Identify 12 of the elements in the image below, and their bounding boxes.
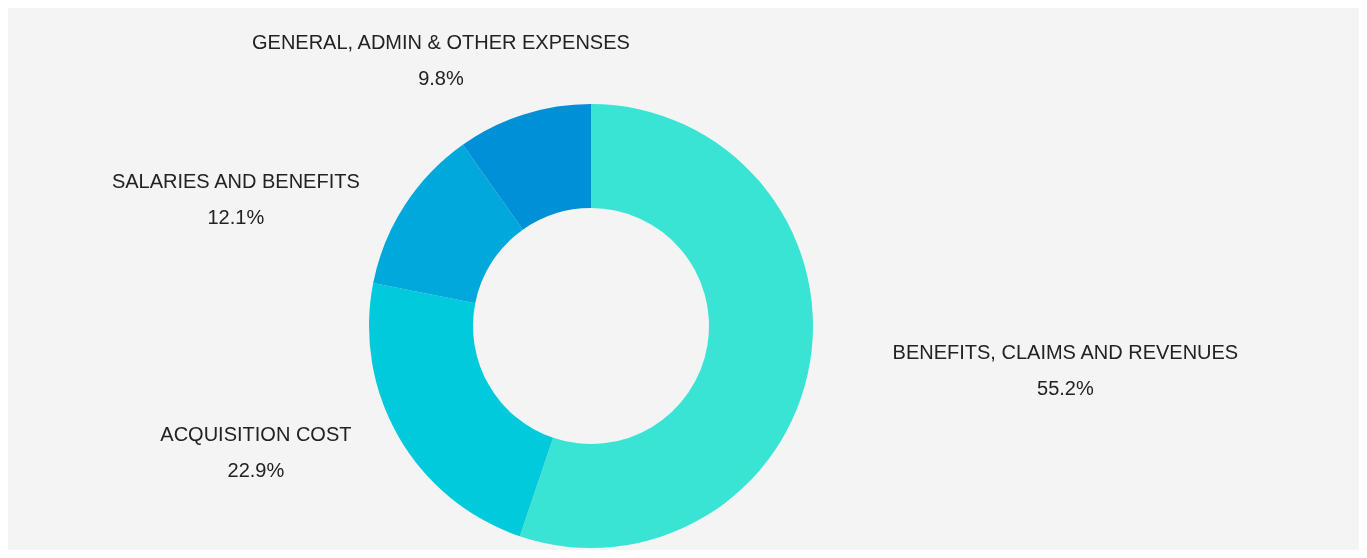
data-label: 55.2% bbox=[1037, 377, 1094, 400]
data-label: 9.8% bbox=[418, 67, 464, 90]
donut-slice bbox=[369, 283, 554, 537]
donut-slice bbox=[373, 144, 523, 304]
slice-label: BENEFITS, CLAIMS AND REVENUES bbox=[892, 341, 1239, 364]
data-label: 12.1% bbox=[207, 206, 265, 229]
slice-label: GENERAL, ADMIN & OTHER EXPENSES bbox=[252, 31, 630, 54]
slice-label: ACQUISITION COST bbox=[160, 423, 352, 446]
donut-slice bbox=[519, 104, 813, 548]
donut-slice bbox=[462, 104, 591, 230]
data-label: 22.9% bbox=[227, 459, 285, 482]
slice-label: SALARIES AND BENEFITS bbox=[111, 170, 360, 193]
